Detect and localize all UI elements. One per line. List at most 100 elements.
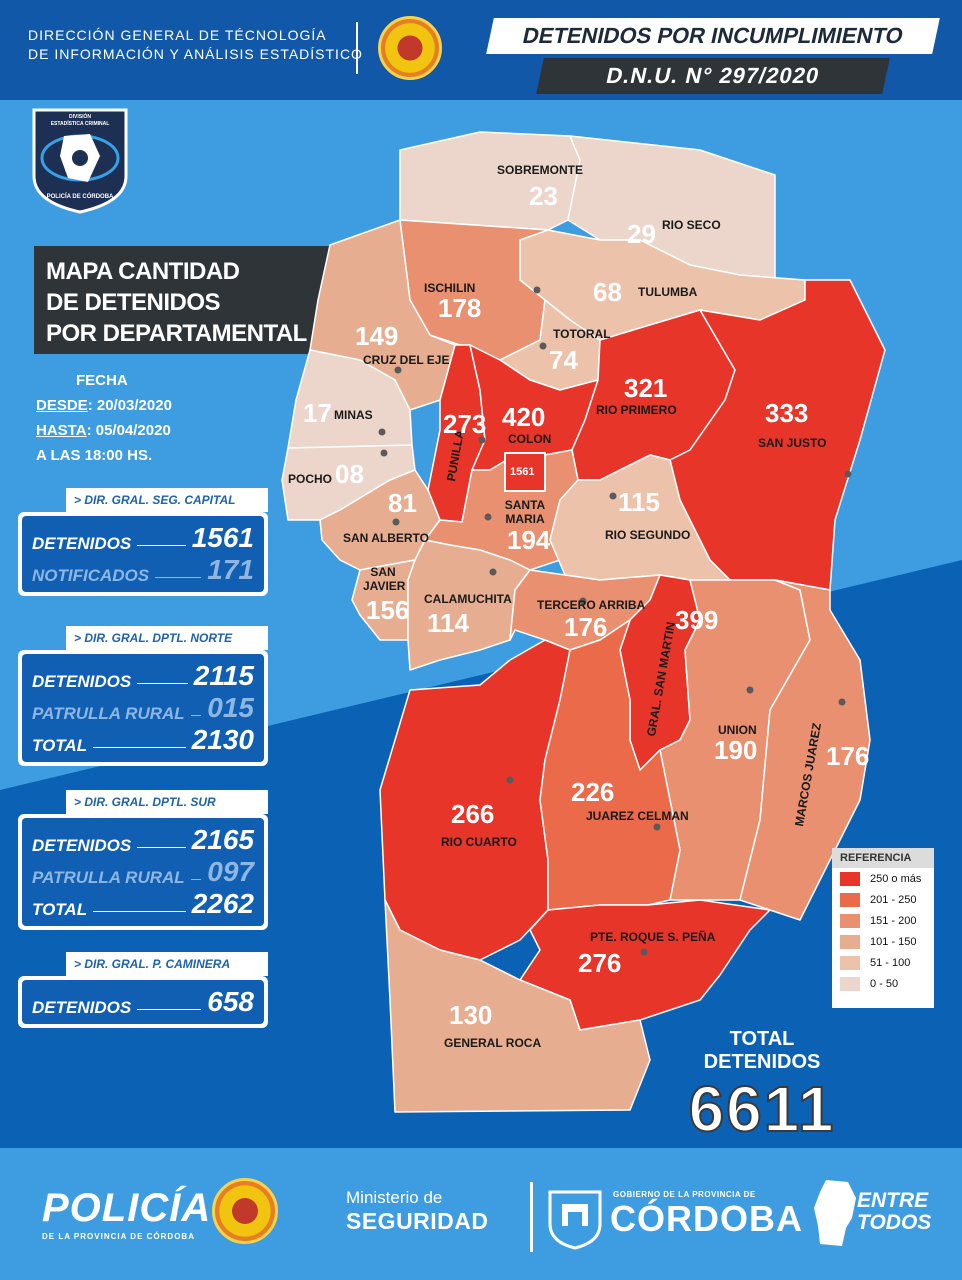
city-dot	[392, 518, 400, 526]
row-value: 015	[207, 692, 254, 723]
legend-label: 151 - 200	[870, 914, 917, 927]
panel-body: DETENIDOS 2165 PATRULLA RURAL 097 TOTAL 226…	[18, 814, 268, 930]
dept-value-rio-cuarto: 266	[451, 799, 495, 829]
dept-value-tulumba: 68	[593, 277, 622, 307]
map-title-line-1: MAPA CANTIDAD	[46, 258, 240, 285]
panel-p-caminera: > DIR. GRAL. P. CAMINERA DETENIDOS 658	[18, 952, 268, 1028]
row-label: DETENIDOS	[32, 534, 132, 553]
row-line	[155, 577, 202, 578]
city-dot	[844, 470, 852, 478]
row-line	[190, 715, 202, 716]
dept-value-rio-seco: 29	[627, 219, 656, 249]
row-value: 2262	[191, 888, 254, 919]
city-dot	[609, 492, 617, 500]
map-title-line-2: DE DETENIDOS	[46, 289, 221, 316]
cordoba-crest-icon	[548, 1190, 602, 1250]
dept-value-marcos-juarez: 176	[826, 741, 870, 771]
city-dot	[838, 698, 846, 706]
panel-inner: DETENIDOS 2115 PATRULLA RURAL 015 TOTAL 213…	[22, 654, 264, 762]
dept-value-santa-maria: 194	[507, 525, 551, 555]
badge-line-2: ESTADÍSTICA CRIMINAL	[51, 119, 110, 127]
row-value: 2165	[191, 824, 254, 855]
row-line	[137, 545, 186, 546]
dept-value-pte-roque-saenz-pena: 276	[578, 948, 622, 978]
dept-value-punilla: 273	[443, 409, 487, 439]
dept-value-sobremonte: 23	[529, 181, 558, 211]
dept-value-gral-san-martin: 399	[675, 605, 719, 635]
dept-label-san-alberto: SAN ALBERTO	[343, 531, 430, 545]
dept-marcos-juarez	[739, 579, 871, 921]
city-dot	[533, 286, 541, 294]
dept-value-tercero-arriba: 176	[564, 612, 608, 642]
dept-cruz-del-eje	[309, 219, 456, 411]
city-dot	[506, 776, 514, 784]
hasta-label: HASTA	[36, 422, 87, 439]
dept-value-ischilin: 178	[438, 293, 482, 323]
dept-label-cruz-del-eje: CRUZ DEL EJE	[363, 353, 450, 367]
panel-inner: DETENIDOS 2165 PATRULLA RURAL 097 TOTAL 226…	[22, 818, 264, 926]
panel-row: PATRULLA RURAL 015	[32, 692, 254, 724]
row-line	[137, 683, 188, 684]
row-value: 2130	[191, 724, 254, 755]
dept-value-union: 190	[714, 735, 758, 765]
dept-value-san-justo: 333	[765, 398, 809, 428]
dept-label-totoral: TOTORAL	[553, 327, 611, 341]
legend-item: 151 - 200	[832, 910, 934, 931]
desde-label: DESDE	[36, 397, 88, 414]
province-silhouette-icon	[814, 1180, 856, 1246]
city-dot	[746, 686, 754, 694]
row-line	[190, 879, 202, 880]
dept-label-rio-cuarto: RIO CUARTO	[441, 835, 517, 849]
row-label: NOTIFICADOS	[32, 566, 150, 585]
dept-label-tulumba: TULUMBA	[638, 285, 698, 299]
panel-row: TOTAL 2130	[32, 724, 254, 756]
city-dots	[378, 286, 852, 956]
row-line	[137, 1009, 202, 1010]
legend-swatch	[840, 913, 860, 928]
org-name: DIRECCIÓN GENERAL DE TÉCNOLOGÍA DE INFOR…	[28, 26, 363, 64]
dept-value-minas: 17	[303, 398, 332, 428]
legend-item: 250 o más	[832, 868, 934, 889]
dept-label-pocho: POCHO	[288, 472, 333, 486]
legend-swatch	[840, 976, 860, 991]
panel-body: DETENIDOS 658	[18, 976, 268, 1028]
org-line-1: DIRECCIÓN GENERAL DE TÉCNOLOGÍA	[28, 27, 327, 43]
city-dot	[478, 436, 486, 444]
row-value: 658	[207, 986, 254, 1017]
dept-label-juarez-celman: JUAREZ CELMAN	[586, 809, 689, 823]
desde-value: : 20/03/2020	[87, 397, 172, 414]
ministerio-line-2: SEGURIDAD	[346, 1208, 489, 1234]
dept-label-colon: COLON	[508, 432, 552, 446]
cordoba-logo: CÓRDOBA	[610, 1198, 803, 1239]
dept-value-pocho: 08	[335, 459, 364, 489]
legend-item: 51 - 100	[832, 952, 934, 973]
legend-swatch	[840, 871, 860, 886]
city-dot	[579, 597, 587, 605]
row-label: PATRULLA RURAL	[32, 704, 185, 723]
date-range: FECHA DESDE: 20/03/2020 HASTA: 05/04/202…	[36, 368, 172, 468]
legend-swatch	[840, 955, 860, 970]
dept-value-totoral: 74	[549, 345, 578, 375]
dept-value-general-roca: 130	[449, 1000, 493, 1030]
dept-label-santa-maria: SANTA MARIA	[504, 498, 546, 526]
panel-inner: DETENIDOS 658	[22, 980, 264, 1024]
panel-row: NOTIFICADOS 171	[32, 554, 254, 586]
row-label: PATRULLA RURAL	[32, 868, 185, 887]
legend-item: 0 - 50	[832, 973, 934, 994]
dept-value-colon: 420	[502, 402, 546, 432]
dept-label-calamuchita: CALAMUCHITA	[424, 592, 512, 606]
map-title-line-3: POR DEPARTAMENTAL	[46, 320, 307, 347]
row-line	[93, 747, 186, 748]
row-label: DETENIDOS	[32, 836, 132, 855]
dept-value-juarez-celman: 226	[571, 777, 615, 807]
panel-title: > DIR. GRAL. DPTL. NORTE	[66, 626, 268, 650]
policia-subtitle: DE LA PROVINCIA DE CÓRDOBA	[42, 1232, 195, 1241]
total-value: 6611	[688, 1073, 836, 1145]
legend-swatch	[840, 934, 860, 949]
estadistica-criminal-badge-icon: DIVISIÓN ESTADÍSTICA CRIMINAL POLICÍA DE…	[32, 108, 128, 214]
dept-label-tercero-arriba: TERCERO ARRIBA	[537, 598, 646, 612]
dept-label-ischilin: ISCHILIN	[424, 281, 476, 295]
entre-todos-logo: ENTRE TODOS	[857, 1190, 931, 1234]
row-value: 1561	[191, 522, 254, 553]
panel-row: DETENIDOS 2115	[32, 660, 254, 692]
